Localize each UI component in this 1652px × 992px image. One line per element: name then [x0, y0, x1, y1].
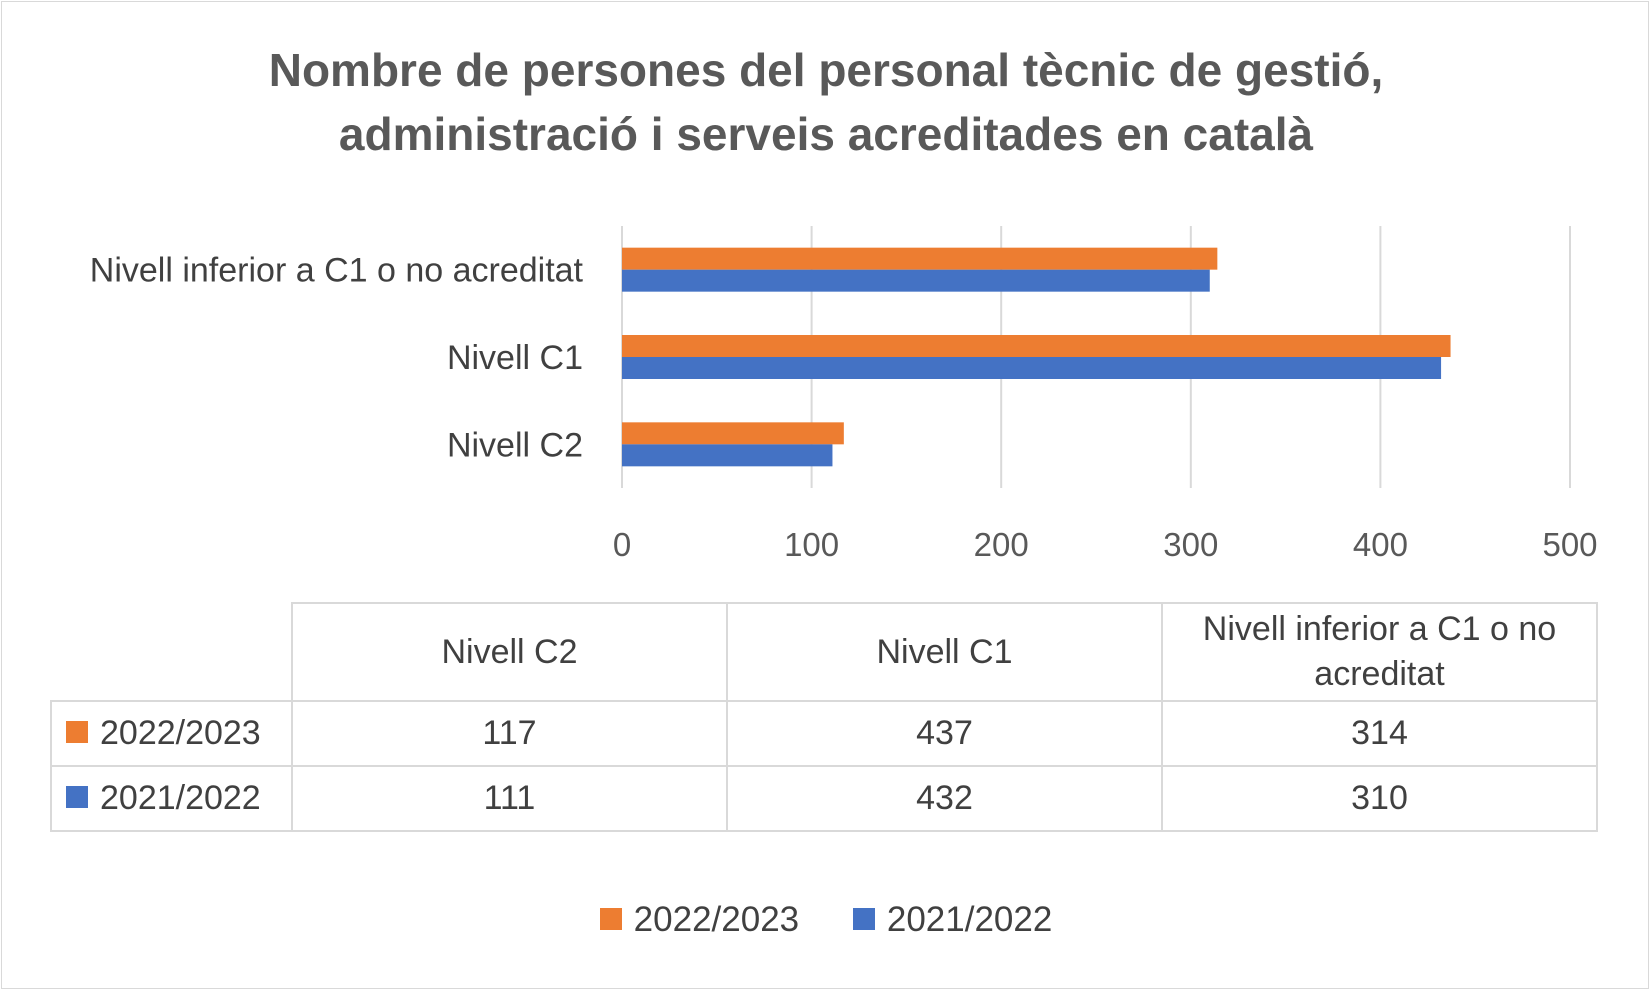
data-table-header-text: Nivell inferior a C1 o no: [1202, 610, 1557, 648]
data-table-cell: 432: [726, 765, 1163, 832]
category-label: Nivell C1: [447, 339, 583, 377]
data-table-row-key: 2021/2022: [50, 765, 293, 832]
x-tick-label: 300: [1163, 526, 1218, 563]
legend-swatch: [852, 907, 875, 930]
category-label: Nivell C2: [447, 426, 583, 464]
chart-title: Nombre de persones del personal tècnic d…: [0, 38, 1652, 166]
legend-swatch: [599, 907, 622, 930]
x-tick-label: 100: [784, 526, 839, 563]
data-table: Nivell C2 Nivell C1 Nivell inferior a C1…: [50, 602, 1598, 832]
data-table-header-cell: Nivell C1: [726, 602, 1163, 702]
x-tick-label: 400: [1353, 526, 1408, 563]
legend-item: 2022/2023: [599, 900, 800, 940]
data-table-cell: 117: [291, 700, 728, 767]
data-table-cell: 314: [1161, 700, 1598, 767]
bar: [622, 269, 1210, 292]
chart-title-line-1: Nombre de persones del personal tècnic d…: [268, 44, 1384, 96]
data-table-header-text: Nivell C1: [876, 632, 1013, 671]
data-table-header-text: Nivell C2: [441, 632, 578, 671]
legend-label: 2022/2023: [633, 900, 800, 939]
category-label: Nivell inferior a C1 o no acreditat: [90, 252, 584, 290]
bar: [622, 357, 1442, 379]
legend-key-swatch: [66, 786, 88, 809]
data-table-header-cell: Nivell C2: [291, 602, 728, 702]
data-table-header-text: acreditat: [1314, 655, 1445, 693]
data-table-header-cell: Nivell inferior a C1 o no acreditat: [1161, 602, 1598, 702]
data-table-row-label: 2022/2023: [100, 714, 261, 752]
data-table-row: 2021/2022 111 432 310: [50, 765, 1598, 832]
data-table-row-key: 2022/2023: [50, 700, 293, 767]
bar: [622, 247, 1218, 270]
data-table-row-label: 2021/2022: [100, 779, 261, 817]
data-table-cell: 310: [1161, 765, 1598, 832]
data-table-cell: 437: [726, 700, 1163, 767]
x-tick-label: 200: [974, 526, 1029, 563]
data-table-header-row: Nivell C2 Nivell C1 Nivell inferior a C1…: [51, 602, 1598, 702]
bar: [622, 422, 844, 445]
bar: [622, 335, 1451, 357]
legend-item: 2021/2022: [852, 900, 1053, 940]
data-table-row: 2022/2023 117 437 314: [50, 700, 1598, 767]
x-tick-label: 500: [1542, 526, 1597, 563]
legend-key-swatch: [66, 721, 88, 744]
data-table-cell: 111: [291, 765, 728, 832]
chart-title-line-2: administració i serveis acreditades en c…: [338, 108, 1314, 160]
bar: [622, 444, 833, 467]
x-tick-label: 0: [613, 526, 631, 563]
chart-legend: 2022/2023 2021/2022: [0, 900, 1652, 940]
data-table-corner: [51, 603, 293, 702]
legend-label: 2021/2022: [886, 900, 1053, 939]
